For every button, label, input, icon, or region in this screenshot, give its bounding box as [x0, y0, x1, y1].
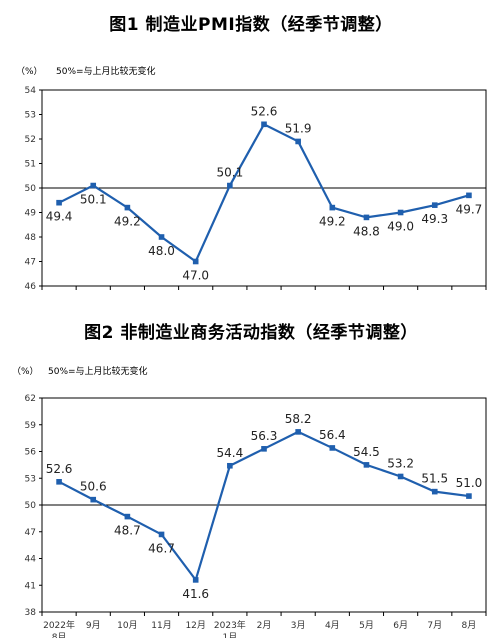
- data-point: [397, 209, 404, 216]
- data-label: 48.8: [353, 224, 380, 238]
- data-label: 49.2: [114, 215, 141, 229]
- data-label: 56.3: [251, 429, 278, 443]
- data-point: [363, 462, 370, 468]
- data-point: [329, 204, 336, 211]
- data-point: [466, 192, 472, 199]
- y-tick-label: 48: [25, 233, 37, 243]
- x-tick-label: 5月: [359, 620, 374, 631]
- data-label: 58.2: [285, 412, 312, 426]
- y-tick-label: 46: [25, 282, 37, 292]
- y-tick-label: 44: [25, 555, 37, 565]
- y-tick-label: 38: [25, 608, 37, 618]
- x-tick-label: 10月: [117, 620, 137, 631]
- y-tick-label: 50: [25, 184, 37, 194]
- data-label: 56.4: [319, 428, 346, 442]
- data-label: 50.1: [216, 166, 243, 180]
- y-tick-label: 56: [25, 448, 37, 458]
- data-point: [124, 204, 131, 211]
- data-label: 48.7: [114, 524, 141, 538]
- data-label: 53.2: [387, 456, 414, 470]
- series-line: [58, 430, 470, 583]
- data-label: 54.5: [353, 445, 380, 459]
- data-label: 52.6: [46, 462, 73, 476]
- data-point: [261, 121, 267, 128]
- data-label: 49.3: [421, 212, 448, 226]
- unit-label: （%）: [16, 66, 43, 77]
- y-tick-label: 41: [25, 581, 36, 591]
- data-point: [295, 429, 301, 435]
- data-label: 50.6: [80, 480, 107, 494]
- y-tick-label: 52: [25, 135, 36, 145]
- y-tick-label: 50: [25, 501, 37, 511]
- data-point: [363, 214, 370, 221]
- x-tick-label: 11月: [151, 620, 171, 631]
- data-point: [56, 199, 62, 206]
- data-point: [466, 493, 472, 499]
- y-tick-label: 59: [25, 421, 37, 431]
- data-label: 54.4: [216, 446, 243, 460]
- data-label: 49.0: [387, 220, 414, 234]
- y-tick-label: 53: [25, 474, 36, 484]
- chart2-non-manufacturing-business-activity: （%） 50%=与上月比较无变化 38 41 44 47 50 53 56 59 62 2022年 8月…: [12, 365, 487, 638]
- y-tick-label: 47: [25, 258, 36, 268]
- data-point: [192, 258, 199, 265]
- data-point: [90, 496, 97, 503]
- data-label: 41.6: [182, 587, 209, 601]
- data-point: [192, 577, 199, 583]
- data-label: 50.1: [80, 193, 107, 207]
- data-point: [295, 138, 301, 145]
- data-point: [158, 234, 165, 240]
- x-tick-label: 12月: [185, 620, 205, 631]
- x-tick-label: 3月: [291, 620, 306, 631]
- note-label: 50%=与上月比较无变化: [56, 65, 156, 77]
- x-tick-label: 4月: [325, 620, 340, 631]
- data-point: [397, 473, 404, 480]
- x-tick-label: 6月: [393, 620, 408, 631]
- y-tick-label: 51: [25, 160, 36, 170]
- data-label: 51.0: [456, 476, 483, 490]
- data-point: [431, 488, 438, 495]
- x-tick-label: 2023年 1月: [214, 619, 246, 638]
- y-tick-label: 47: [25, 528, 36, 538]
- data-label: 47.0: [182, 269, 209, 283]
- x-tick-label: 2月: [257, 620, 272, 631]
- y-tick-label: 54: [25, 86, 37, 96]
- note-label: 50%=与上月比较无变化: [48, 365, 148, 377]
- unit-label: （%）: [12, 366, 39, 377]
- data-label: 49.2: [319, 215, 346, 229]
- data-point: [227, 182, 233, 189]
- data-point: [158, 531, 165, 538]
- data-label: 49.7: [456, 202, 483, 216]
- data-point: [124, 513, 131, 520]
- data-point: [56, 479, 62, 485]
- data-point: [431, 202, 438, 208]
- data-label: 51.9: [285, 121, 312, 135]
- y-tick-label: 49: [25, 209, 37, 219]
- x-tick-label: 8月: [462, 620, 477, 631]
- data-label: 51.5: [421, 472, 448, 486]
- data-label: 48.0: [148, 244, 175, 258]
- data-label: 46.7: [148, 541, 175, 555]
- data-point: [227, 462, 233, 469]
- data-point: [90, 182, 97, 189]
- y-tick-label: 62: [25, 394, 36, 404]
- x-tick-label: 7月: [427, 620, 442, 631]
- x-tick-label: 2022年 8月: [43, 619, 75, 638]
- chart1-pmi-manufacturing: （%） 50%=与上月比较无变化 46 47 48 49 50 51 52 53 54 49.4 50.…: [16, 65, 487, 292]
- series-line: [58, 122, 470, 264]
- data-label: 49.4: [46, 210, 73, 224]
- chart2-title: 图2 非制造业商务活动指数（经季节调整）: [84, 323, 418, 343]
- data-point: [261, 446, 267, 452]
- data-label: 52.6: [251, 104, 278, 118]
- chart1-title: 图1 制造业PMI指数（经季节调整）: [109, 15, 393, 35]
- x-tick-label: 9月: [86, 620, 101, 631]
- data-point: [329, 445, 336, 451]
- y-tick-label: 53: [25, 111, 36, 121]
